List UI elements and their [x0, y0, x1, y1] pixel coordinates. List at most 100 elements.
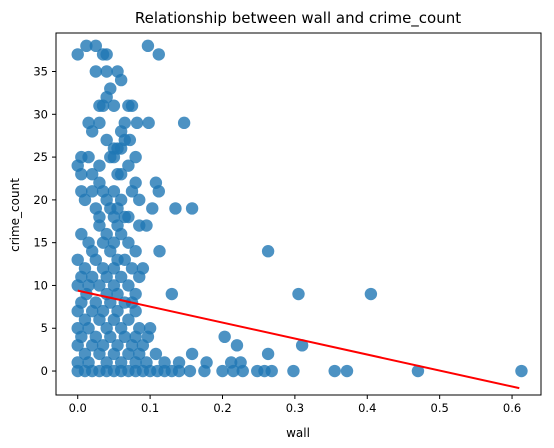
x-tick-label: 0.4	[358, 401, 376, 415]
scatter-point	[100, 356, 113, 369]
scatter-point	[89, 65, 103, 78]
regression-line-group	[77, 289, 520, 390]
scatter-point	[107, 185, 121, 198]
scatter-point	[141, 39, 155, 53]
scatter-point	[114, 73, 128, 87]
scatter-point	[411, 364, 425, 378]
scatter-point	[100, 65, 113, 78]
scatter-point	[114, 356, 128, 369]
scatter-point	[125, 185, 139, 198]
y-tick-label: 10	[33, 278, 48, 292]
scatter-point	[118, 330, 131, 344]
scatter-point	[218, 330, 231, 344]
scatter-point	[153, 245, 166, 258]
scatter-point	[122, 210, 135, 224]
scatter-point	[93, 210, 106, 224]
scatter-point	[80, 39, 93, 53]
scatter-point	[71, 339, 84, 352]
x-tick-label: 0.2	[213, 401, 231, 415]
scatter-point	[107, 313, 121, 326]
scatter-point	[85, 168, 99, 181]
y-tick-label: 30	[33, 107, 48, 121]
scatter-point	[340, 364, 354, 378]
x-tick-label: 0.5	[431, 401, 449, 415]
scatter-point	[104, 330, 117, 344]
scatter-point	[85, 125, 99, 138]
y-tick-label: 20	[33, 193, 48, 207]
scatter-point	[118, 253, 131, 266]
scatter-point	[129, 150, 142, 164]
scatter-point	[114, 168, 128, 181]
y-axis-label: crime_count	[8, 178, 22, 252]
scatter-point	[107, 99, 121, 112]
scatter-point	[89, 39, 103, 53]
scatter-point	[100, 133, 113, 147]
scatter-point	[85, 185, 99, 198]
scatter-point	[93, 159, 106, 172]
scatter-point	[71, 279, 84, 292]
x-tick-label: 0.3	[286, 401, 304, 415]
scatter-point	[152, 185, 165, 198]
scatter-point	[122, 279, 135, 292]
scatter-point	[75, 168, 88, 181]
scatter-point	[328, 364, 341, 378]
scatter-point	[140, 219, 153, 232]
scatter-point	[133, 270, 146, 284]
scatter-point	[114, 227, 128, 241]
scatter-point	[122, 313, 135, 326]
x-tick-label: 0.6	[503, 401, 521, 415]
scatter-point	[265, 364, 278, 378]
scatter-point	[172, 364, 186, 378]
scatter-point	[129, 304, 142, 318]
scatter-point	[129, 356, 142, 369]
x-axis-label: wall	[286, 426, 310, 440]
scatter-point	[122, 236, 135, 249]
scatter-point	[183, 364, 197, 378]
scatter-point	[71, 253, 84, 266]
scatter-point	[227, 364, 240, 378]
scatter-point	[71, 48, 84, 61]
chart-title: Relationship between wall and crime_coun…	[135, 9, 461, 28]
scatter-point	[107, 347, 121, 361]
scatter-point	[82, 322, 95, 335]
scatter-point	[85, 339, 99, 352]
axis-ticks: 0.0 0.1 0.2 0.3 0.4 0.5 0.6 0 5 10 15 20 25 30 35	[33, 65, 521, 415]
y-tick-label: 15	[33, 236, 48, 250]
scatter-point	[152, 48, 165, 61]
y-tick-label: 0	[41, 364, 48, 378]
scatter-point	[93, 219, 106, 232]
scatter-point	[172, 356, 186, 369]
scatter-point	[100, 48, 113, 61]
scatter-point	[287, 364, 300, 378]
scatter-point	[169, 202, 182, 215]
scatter-point	[130, 116, 144, 130]
scatter-point	[129, 245, 142, 258]
scatter-point	[93, 279, 106, 292]
scatter-point	[198, 364, 211, 378]
scatter-point	[216, 364, 229, 378]
y-tick-label: 5	[41, 321, 48, 335]
scatter-point	[230, 339, 244, 352]
scatter-point	[125, 262, 139, 275]
scatter-point	[292, 287, 305, 301]
scatter-point	[114, 270, 128, 284]
scatter-point	[78, 193, 92, 207]
regression-line	[77, 289, 520, 390]
y-tick-label: 25	[33, 150, 48, 164]
scatter-point	[104, 245, 117, 258]
scatter-point	[125, 99, 139, 112]
scatter-point	[96, 99, 110, 112]
scatter-point	[107, 262, 121, 275]
scatter-point	[85, 304, 99, 318]
scatter-point	[100, 270, 113, 284]
plot-frame	[55, 32, 542, 396]
scatter-point	[75, 227, 88, 241]
scatter-point	[93, 347, 106, 361]
scatter-point	[133, 193, 146, 207]
scatter-point	[111, 287, 124, 301]
scatter-points	[71, 39, 528, 378]
scatter-point	[114, 142, 128, 155]
scatter-point	[185, 347, 199, 361]
